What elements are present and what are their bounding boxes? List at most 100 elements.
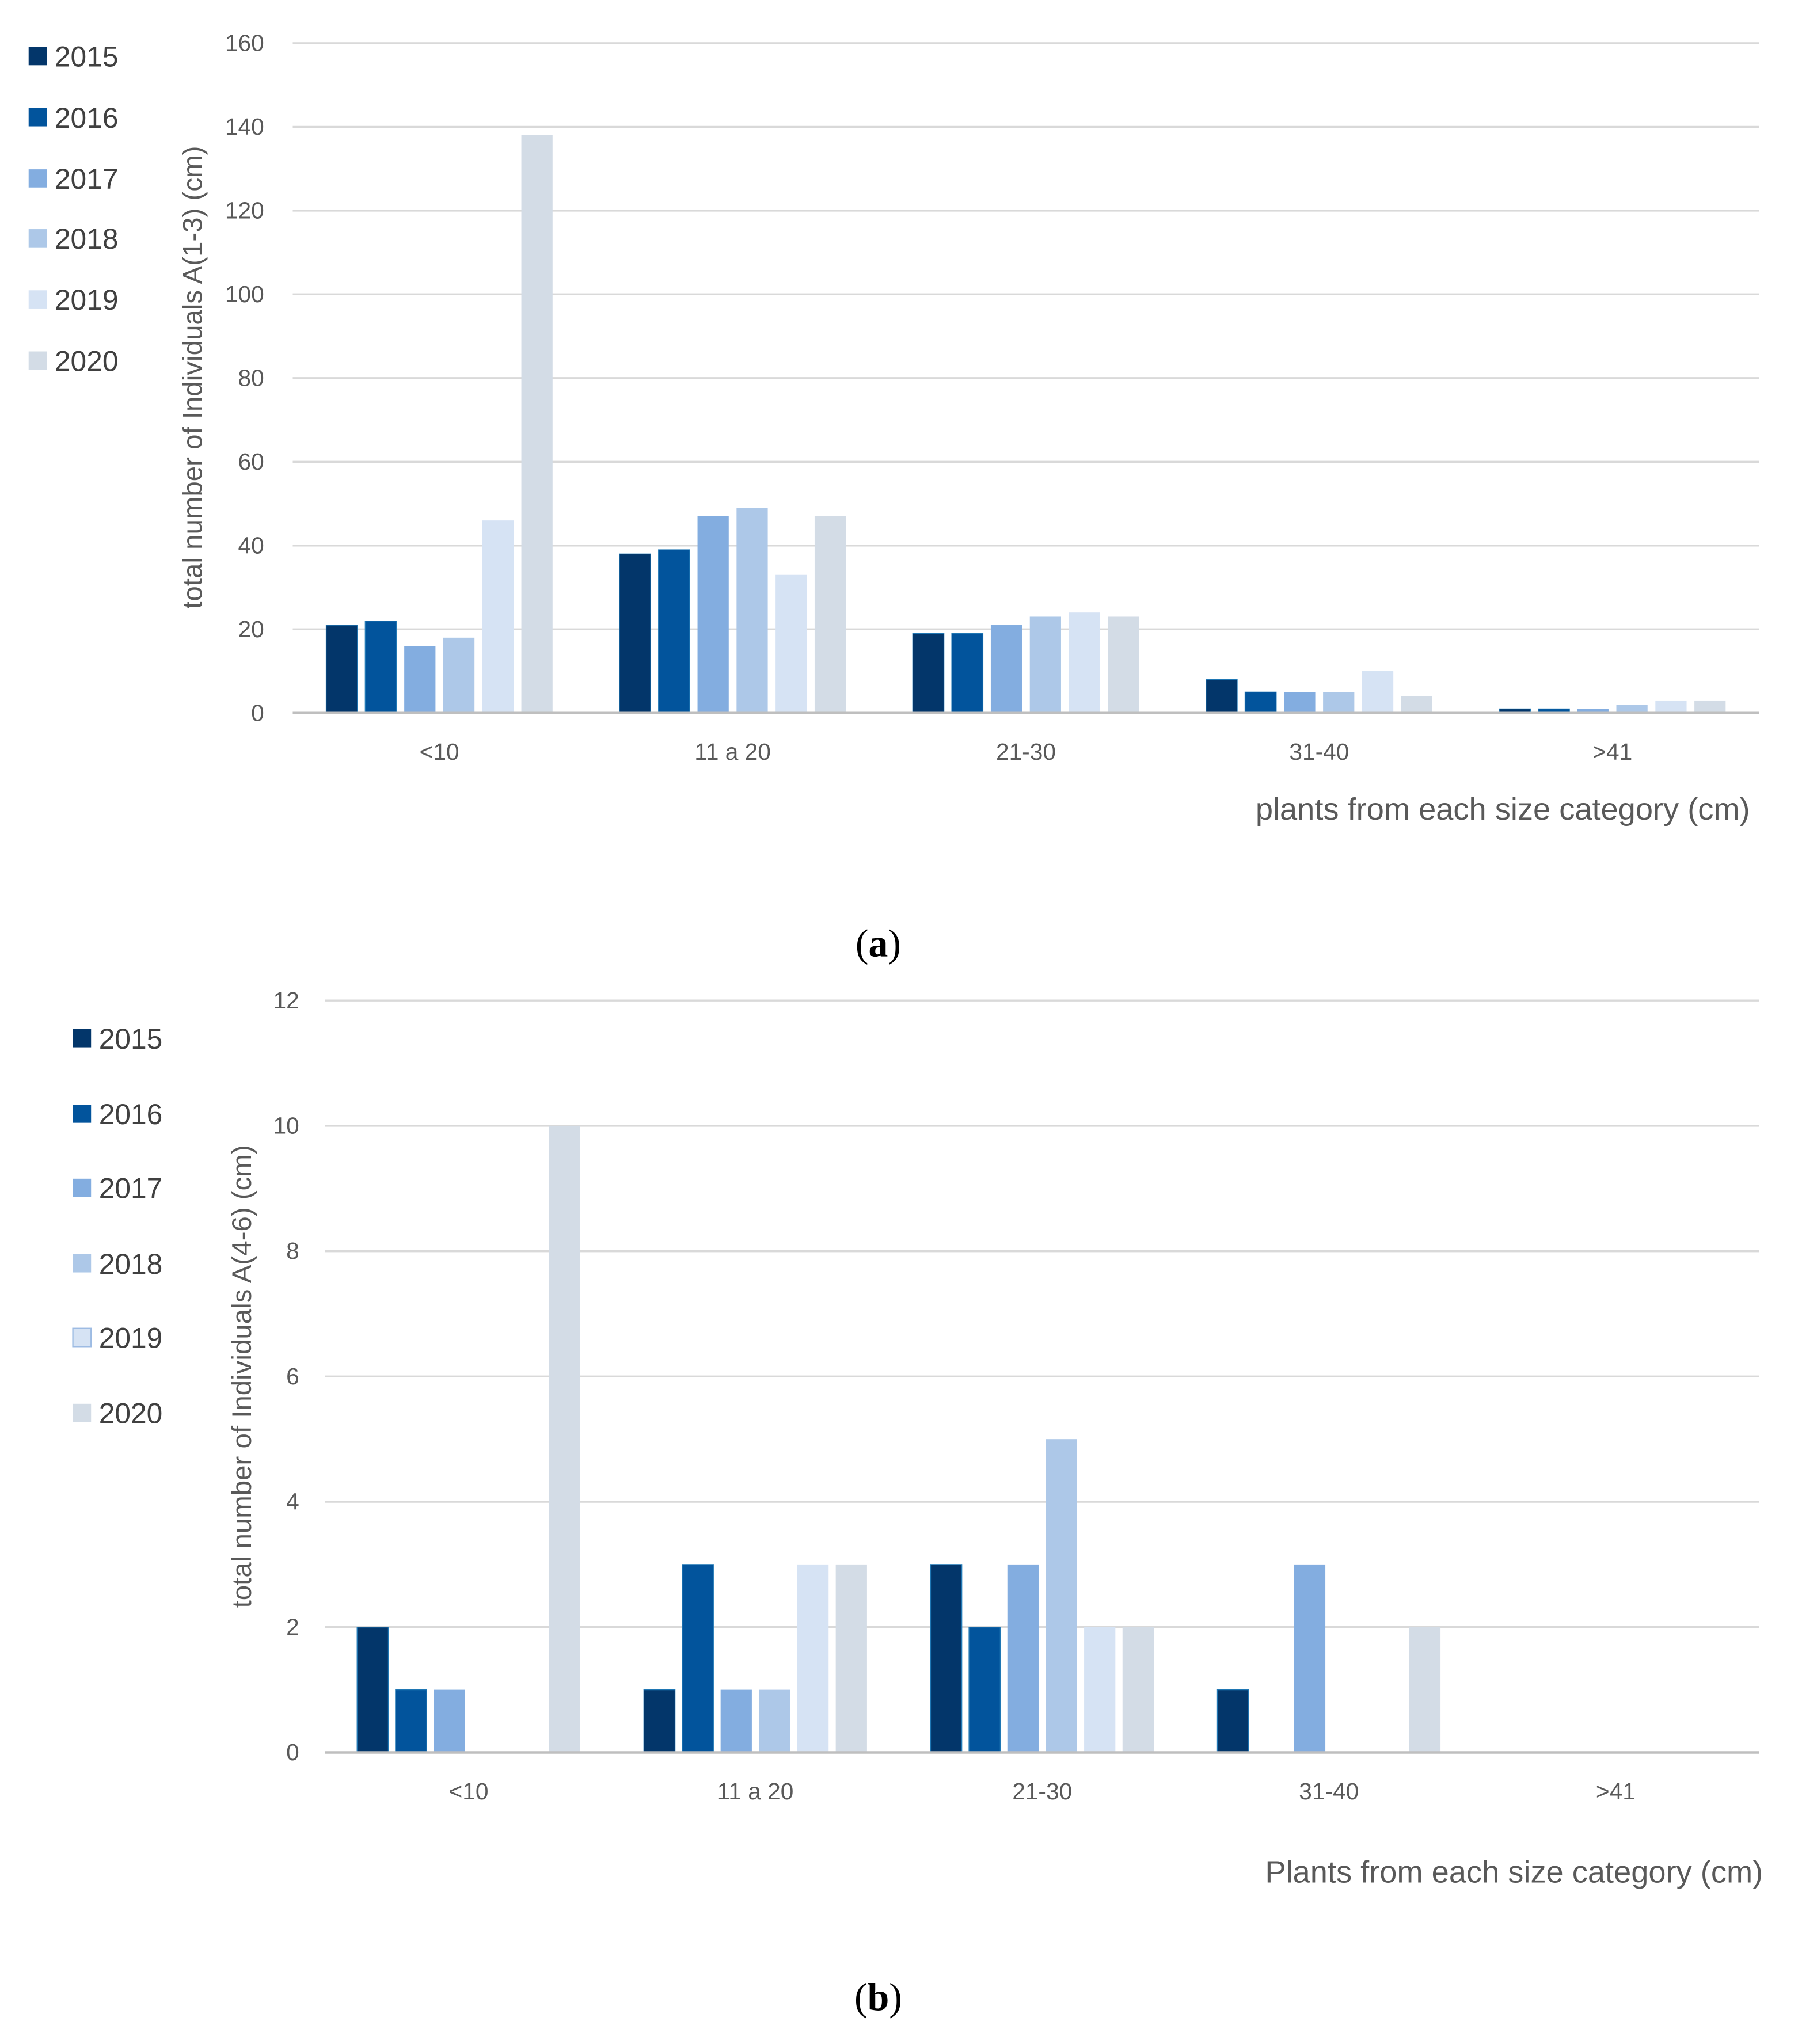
y-tick-label: 140	[225, 113, 264, 140]
bar-2020-3	[1409, 1627, 1441, 1753]
bar-2015-3	[1206, 679, 1238, 714]
x-tick-label: <10	[449, 1778, 489, 1805]
bar-2017-2	[990, 625, 1022, 713]
bar-2016-3	[1244, 691, 1277, 714]
bar-2019-2	[1069, 612, 1100, 713]
x-axis-title: Plants from each size category (cm)	[1265, 1855, 1763, 1889]
bar-2015-1	[619, 553, 651, 714]
bar-2017-3	[1284, 692, 1316, 713]
bar-2020-3	[1401, 696, 1432, 713]
y-axis-title: total number of Individuals A(1-3) (cm)	[177, 146, 208, 609]
y-tick-label: 0	[286, 1739, 299, 1765]
bar-2016-0	[364, 621, 397, 714]
x-tick-label: >41	[1596, 1778, 1636, 1805]
legend-label-2018: 2018	[99, 1248, 163, 1280]
y-tick-label: 160	[225, 29, 264, 56]
bar-2016-1	[658, 549, 690, 714]
bar-2015-3	[1216, 1689, 1249, 1753]
bar-2019-3	[1362, 671, 1394, 713]
y-tick-label: 60	[238, 448, 264, 475]
bar-2015-2	[912, 633, 945, 714]
legend-label-2015: 2015	[99, 1023, 163, 1055]
y-tick-label: 120	[225, 197, 264, 223]
bar-2017-1	[720, 1689, 752, 1753]
bar-2015-2	[930, 1564, 963, 1753]
x-tick-label: 11 a 20	[694, 739, 771, 765]
legend-label-2020: 2020	[55, 345, 119, 377]
x-tick-label: >41	[1592, 739, 1632, 765]
bar-2018-3	[1323, 692, 1355, 713]
chart-a: 0 20 40 60 80 100 120 140 160 <10 11 a 20 21-30 31-4…	[28, 29, 1759, 965]
bar-2018-0	[443, 637, 475, 713]
legend-label-2015: 2015	[55, 41, 119, 73]
bar-2016-2	[951, 633, 984, 714]
y-tick-label: 8	[286, 1238, 299, 1264]
bar-2017-2	[1007, 1564, 1039, 1753]
x-tick-label: 21-30	[1012, 1778, 1072, 1805]
bar-2019-1	[797, 1564, 829, 1753]
x-tick-label: 21-30	[996, 739, 1056, 765]
legend-swatch-2019	[28, 290, 47, 309]
bar-2016-0	[395, 1689, 427, 1753]
bar-2020-1	[814, 516, 846, 713]
y-tick-label: 0	[251, 699, 264, 726]
legend-label-2017: 2017	[99, 1173, 163, 1205]
bar-2017-0	[404, 646, 436, 713]
y-tick-label: 12	[273, 987, 299, 1014]
bar-2016-2	[968, 1627, 1001, 1753]
legend-swatch-2017	[73, 1178, 92, 1197]
legend-swatch-2016	[28, 108, 47, 127]
legend-swatch-2020	[73, 1403, 92, 1422]
legend-swatch-2019	[72, 1327, 92, 1348]
figure-caption: (a)	[856, 922, 901, 965]
y-tick-label: 100	[225, 281, 264, 307]
bar-2020-2	[1108, 616, 1139, 713]
legend-swatch-2015	[73, 1029, 92, 1048]
y-tick-label: 20	[238, 616, 264, 642]
x-tick-label: 31-40	[1299, 1778, 1359, 1805]
y-tick-label: 2	[286, 1613, 299, 1640]
bar-2019-2	[1084, 1627, 1116, 1753]
y-tick-label: 6	[286, 1363, 299, 1390]
legend-label-2019: 2019	[99, 1322, 163, 1354]
legend-swatch-2017	[28, 169, 47, 188]
legend-label-2020: 2020	[99, 1398, 163, 1430]
legend-label-2019: 2019	[55, 284, 119, 316]
legend-label-2018: 2018	[55, 223, 119, 255]
legend-swatch-2016	[73, 1105, 92, 1123]
bar-2015-0	[356, 1627, 389, 1753]
legend-label-2016: 2016	[55, 102, 119, 134]
bar-2020-1	[835, 1564, 867, 1753]
figure-caption: (b)	[854, 1976, 902, 2019]
bar-2015-0	[325, 625, 358, 714]
bar-2017-3	[1294, 1564, 1326, 1753]
legend-swatch-2018	[28, 229, 47, 248]
bar-2018-2	[1046, 1439, 1077, 1753]
y-tick-label: 80	[238, 364, 264, 391]
bar-2019-4	[1655, 700, 1687, 713]
x-axis-title: plants from each size category (cm)	[1256, 792, 1750, 827]
legend-swatch-2020	[28, 351, 47, 370]
y-tick-label: 4	[286, 1489, 299, 1515]
bar-2020-4	[1694, 700, 1726, 713]
y-tick-label: 10	[273, 1112, 299, 1139]
legend-swatch-2018	[73, 1254, 92, 1273]
y-axis-title: total number of Individuals A(4-6) (cm)	[227, 1145, 257, 1608]
bar-2018-2	[1029, 616, 1061, 713]
x-tick-label: <10	[420, 739, 459, 765]
chart-b: 0 2 4 6 8 10 12 <10 11 a 20 21-30 31-40 >41 2015 2016…	[72, 987, 1763, 2019]
x-tick-label: 31-40	[1289, 739, 1349, 765]
bar-2018-1	[736, 508, 768, 713]
bar-2018-1	[759, 1689, 790, 1753]
bar-2020-0	[549, 1125, 580, 1753]
bar-2020-2	[1122, 1627, 1154, 1753]
legend-label-2017: 2017	[55, 163, 119, 195]
bar-2020-0	[521, 135, 553, 713]
bar-2017-4	[1577, 709, 1609, 713]
legend-swatch-2015	[28, 47, 47, 66]
x-tick-label: 11 a 20	[717, 1778, 794, 1805]
y-tick-label: 40	[238, 532, 264, 558]
bar-2018-4	[1616, 705, 1648, 713]
bar-2016-1	[682, 1564, 714, 1753]
